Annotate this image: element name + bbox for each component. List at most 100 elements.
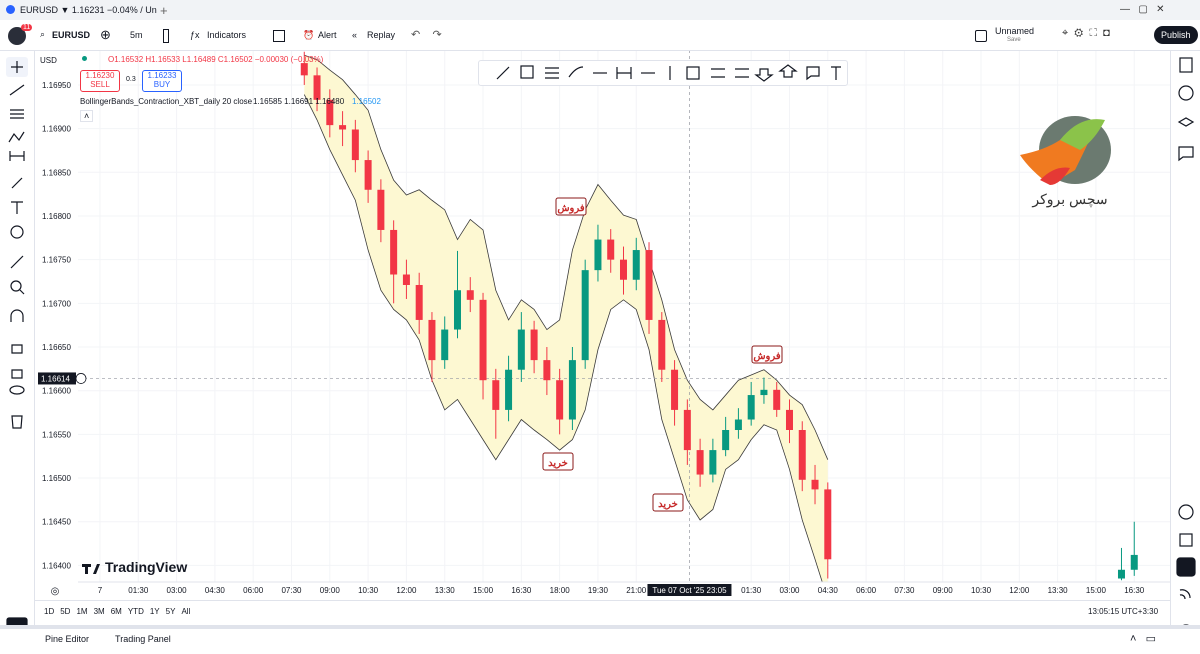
candle-body xyxy=(351,129,359,161)
x-tick-label: 09:00 xyxy=(320,586,341,595)
band-line xyxy=(303,94,823,582)
compare-button[interactable]: ⊕ xyxy=(100,27,111,42)
range-button[interactable]: 5Y xyxy=(165,607,176,616)
top-toolbar: 11 ⌕ EURUSD ⊕ 5m ƒx Indicators ⏰ Alert «… xyxy=(0,20,1200,51)
header-icons[interactable]: ⌖ ⚙ ⛶ ◘ xyxy=(1062,27,1110,39)
y-tick-label: 1.16850 xyxy=(42,168,71,177)
candle-body xyxy=(811,479,819,490)
add-alert-icon xyxy=(75,373,87,384)
grid xyxy=(78,50,1170,582)
candle-body xyxy=(824,489,832,560)
range-button[interactable]: All xyxy=(181,607,191,616)
search-icon[interactable]: ⌕ xyxy=(40,29,46,39)
panel-tab[interactable]: Trading Panel xyxy=(115,634,171,644)
candle-body xyxy=(594,239,602,271)
x-tick-label: 03:00 xyxy=(779,586,800,595)
publish-button[interactable]: Publish xyxy=(1154,26,1198,44)
sell-label: SELL xyxy=(90,80,110,89)
range-button[interactable]: 3M xyxy=(93,607,105,616)
band-line xyxy=(304,54,829,460)
x-tick-label: 13:30 xyxy=(1048,586,1069,595)
range-button[interactable]: 6M xyxy=(110,607,122,616)
range-button[interactable]: 5D xyxy=(60,607,71,616)
x-tick-label: 15:00 xyxy=(1086,586,1107,595)
candle-body xyxy=(339,125,347,130)
new-tab-button[interactable]: + xyxy=(160,3,168,18)
x-tick-label: 15:00 xyxy=(473,586,494,595)
ohlc-legend: O1.16532 H1.16533 L1.16489 C1.16502 −0.0… xyxy=(108,55,324,64)
crosshair-price-box xyxy=(38,372,76,385)
range-button[interactable]: 1M xyxy=(76,607,88,616)
alert-icon: ⏰ xyxy=(303,30,315,40)
symbol-search[interactable]: EURUSD xyxy=(52,30,91,40)
buy-button[interactable]: 1.16233 BUY xyxy=(142,70,182,92)
alert-button[interactable]: Alert xyxy=(318,30,337,40)
range-bar: 1D 5D 1M 3M 6M YTD 1Y 5Y All 13:05:15 UTC+3:30 xyxy=(34,600,1170,625)
tv-logo xyxy=(82,564,100,574)
candle-body xyxy=(607,239,615,260)
layout-checkbox[interactable] xyxy=(975,30,987,42)
x-tick-label: 06:00 xyxy=(243,586,264,595)
indicator-name[interactable]: BollingerBands_Contraction_XBT_daily 20 … xyxy=(80,97,253,106)
candle-body xyxy=(390,229,398,275)
avatar[interactable] xyxy=(8,27,26,45)
layout-status: Save xyxy=(1007,37,1021,43)
panel-controls[interactable]: ˄ ▭ xyxy=(1130,633,1156,645)
collapse-legend[interactable]: ˄ xyxy=(80,110,94,122)
candle-body xyxy=(581,270,589,361)
y-tick-label: 1.16750 xyxy=(42,256,71,265)
x-tick-label: 7 xyxy=(98,586,103,595)
sell-button[interactable]: 1.16230 SELL xyxy=(80,70,120,92)
candle-body xyxy=(300,63,308,76)
y-tick-label: 1.16550 xyxy=(42,430,71,439)
layouts-button[interactable] xyxy=(273,30,285,42)
annotation-label: فروش xyxy=(557,203,585,214)
y-tick-label: 1.16700 xyxy=(42,299,71,308)
buy-label: BUY xyxy=(153,80,171,89)
candle-body xyxy=(479,299,487,381)
indicators-button[interactable]: Indicators xyxy=(207,30,247,40)
drawing-tools xyxy=(0,50,35,639)
candle-body xyxy=(364,160,372,190)
range-button[interactable]: YTD xyxy=(127,607,144,616)
x-tick-label: 12:00 xyxy=(396,586,417,595)
chart-type-button[interactable] xyxy=(163,29,169,43)
bottom-panel: Pine Editor Trading Panel ˄ ▭ xyxy=(0,625,1200,654)
broker-name: سچس بروکر xyxy=(1031,191,1107,208)
x-tick-label: 04:30 xyxy=(818,586,839,595)
clock: 13:05:15 UTC+3:30 xyxy=(1088,607,1159,616)
range-buttons: 1D 5D 1M 3M 6M YTD 1Y 5Y All xyxy=(44,607,190,616)
candle-body xyxy=(785,409,793,430)
buy-price: 1.16233 xyxy=(147,71,177,80)
notification-badge: 11 xyxy=(21,24,33,31)
x-tick-label: 09:00 xyxy=(933,586,954,595)
x-tick-label: 01:30 xyxy=(128,586,149,595)
x-tick-label: 04:30 xyxy=(205,586,226,595)
candle-body xyxy=(402,274,410,285)
annotation-box xyxy=(751,345,783,364)
indicator-values: 1.16585 1.16691 1.16480 xyxy=(253,97,345,106)
replay-button[interactable]: Replay xyxy=(367,30,396,40)
axes: 1.16400 1.16450 1.16500 1.16550 1.16600 1.166… xyxy=(38,81,1170,597)
window-controls[interactable]: — ▢ ✕ xyxy=(1120,4,1165,15)
panel-tab[interactable]: Pine Editor xyxy=(45,634,90,644)
bottom-tabs: Pine Editor Trading Panel xyxy=(45,634,171,644)
candle-body xyxy=(517,329,525,370)
layout-name[interactable]: Unnamed xyxy=(995,26,1035,36)
range-button[interactable]: 1D xyxy=(44,607,55,616)
x-tick-label: 06:00 xyxy=(856,586,877,595)
interval-button[interactable]: 5m xyxy=(130,30,143,40)
candle-body xyxy=(556,380,564,420)
annotation-label: خرید xyxy=(548,458,568,469)
currency-label[interactable]: USD xyxy=(40,56,57,65)
x-tick-label: 16:30 xyxy=(511,586,532,595)
x-tick-label: 01:30 xyxy=(741,586,762,595)
undo-redo[interactable]: ↶ ↷ xyxy=(411,29,442,41)
tab-title[interactable]: EURUSD ▼ 1.16231 −0.04% / Un xyxy=(20,5,157,15)
y-tick-label: 1.16900 xyxy=(42,125,71,134)
candle-body xyxy=(619,259,627,280)
y-tick-label: 1.16450 xyxy=(42,518,71,527)
range-button[interactable]: 1Y xyxy=(149,607,160,616)
candle-body xyxy=(377,189,385,230)
